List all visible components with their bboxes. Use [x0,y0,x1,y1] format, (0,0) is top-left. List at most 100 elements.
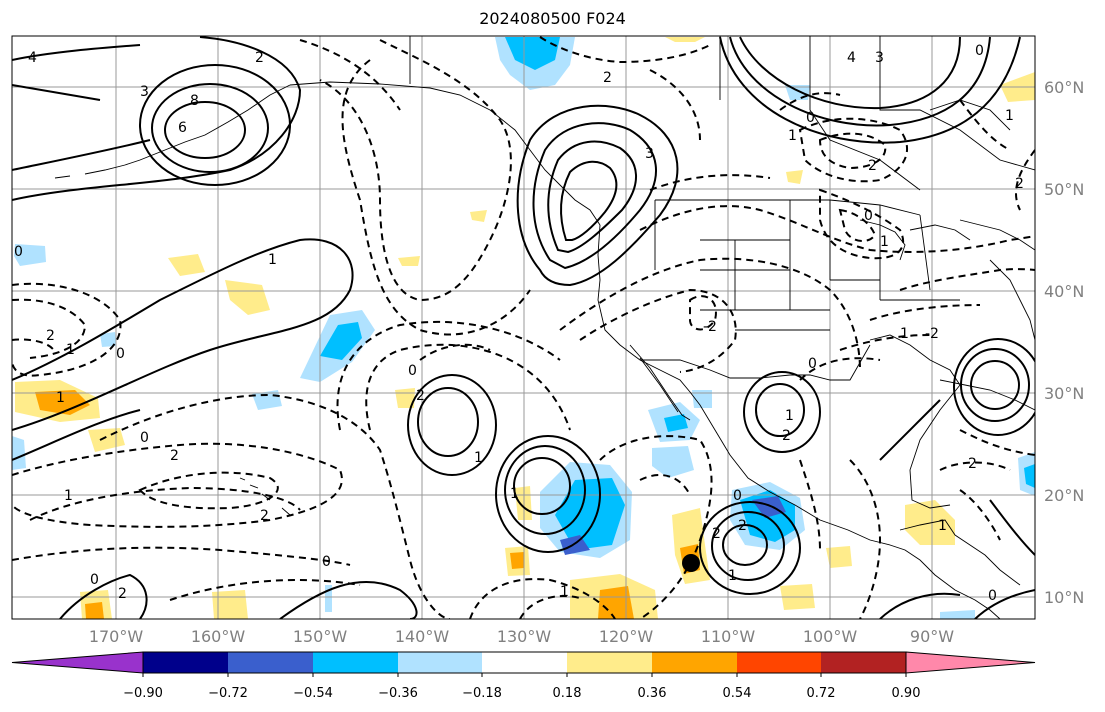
contour-label: 2 [868,158,877,174]
colorbar-arrow-low [11,651,144,674]
contour-label: 1 [1005,108,1014,124]
contour-label: 1 [560,584,569,600]
colorbar-segment [482,652,567,673]
shade-yellow-small1 [786,170,803,184]
contour-label: 1 [880,234,889,250]
lon-label: 160°W [191,627,246,646]
lon-label: 100°W [803,627,858,646]
shade-blue-g [652,446,694,478]
colorbar [11,651,1036,677]
contour-label: 1 [938,518,947,534]
lon-label: 90°W [910,627,954,646]
great-lakes [859,219,971,261]
colorbar-segment [567,652,652,673]
colorbar-tick-label: −0.72 [208,686,248,701]
shade-orange-m [598,586,634,619]
contour-label: 1 [900,326,909,342]
shade-cyan-e [555,478,625,550]
contour-label: 2 [260,508,269,524]
east-coast [959,219,1035,341]
shade-cyan-t [1024,464,1035,488]
latitude-labels: 60°N 50°N 40°N 30°N 20°N 10°N [1044,78,1084,607]
contour-label: 3 [140,84,149,100]
contour-label: -2 [925,326,939,342]
colorbar-segment [228,652,313,673]
contour-label: 0 [975,43,984,59]
contour-label: 2 [712,526,721,542]
colorbar-tick-label: 0.54 [723,686,752,701]
contour-label: 0 [733,488,742,504]
shade-navy-i [752,496,786,518]
colorbar-tick-label: −0.36 [378,686,418,701]
lat-label: 60°N [1044,78,1084,97]
contour-label: 1 [788,128,797,144]
na-west-coast [597,224,1001,619]
colorbar-tick-label: −0.54 [293,686,333,701]
map-title: 2024080500 F024 [479,9,626,28]
contour-label: 0 [14,244,23,260]
contour-label: 2 [118,586,127,602]
shade-blue-e2 [560,535,590,555]
longitude-labels: 170°W 160°W 150°W 140°W 130°W 120°W 110°… [89,627,954,646]
contour-label: 1 [56,390,65,406]
alaska-coast [289,81,601,226]
shade-yellow-b [225,280,270,315]
contour-label: 2 [1015,176,1024,192]
shade-blue-small2 [100,332,116,347]
contour-label: 3 [875,50,884,66]
lat-label: 10°N [1044,588,1084,607]
shade-blue-w3 [12,436,26,470]
contour-label: 1 [728,568,737,584]
colorbar-frame [142,651,907,674]
shade-cyan-mid [320,322,362,360]
colorbar-tick-label: −0.90 [123,686,163,701]
lat-label: 40°N [1044,282,1084,301]
contour-label: 0 [806,110,815,126]
contour-label: 0 [408,363,417,379]
lat-label: 50°N [1044,180,1084,199]
colorbar-arrow-high [905,651,1036,674]
colorbar-segment [821,652,906,673]
shade-blue-west [14,244,46,266]
contour-label: 2 [968,456,977,472]
shade-yellow-n [212,590,248,619]
gulf-coast [869,334,961,509]
contour-label: 2 [46,328,55,344]
shade-orange-l [510,552,524,569]
central-america [899,519,1021,586]
colorbar-segment [313,652,398,673]
canada-interior [719,36,1035,191]
lon-label: 110°W [701,627,756,646]
contour-labels: 4 3 8 6 2 2 3 4 3 1 0 0 2 0 1 0 2 1 0 1 … [14,43,1024,604]
contour-label: 1 [510,486,519,502]
colorbar-tick-label: −0.18 [462,686,502,701]
colorbar-tick-label: 0.18 [553,686,582,701]
contour-label: 4 [28,50,37,66]
contour-label: 1 [64,488,73,504]
aleutians [54,164,126,179]
shade-orange-west [35,390,90,415]
shade-blue-h [692,390,712,408]
us-mexico-border [640,344,871,381]
contour-label: 0 [90,572,99,588]
contour-label: 3 [645,146,654,162]
contour-label: 1 [66,342,75,358]
contour-label: 4 [847,50,856,66]
contour-label: 0 [322,554,331,570]
shade-yellow-s [905,500,955,545]
contour-label: 0 [864,208,873,224]
shade-orange-o [85,602,104,619]
shade-yellow-a [168,254,205,276]
contour-label: 1 [268,252,277,268]
lon-label: 170°W [89,627,144,646]
colorbar-tick-label: 0.72 [807,686,836,701]
shade-cyan-f [664,414,688,432]
us-canada-border [655,199,921,216]
contour-label: 2 [255,50,264,66]
colorbar-segment [737,652,821,673]
lat-label: 20°N [1044,486,1084,505]
hawaii [239,477,291,516]
contour-label: 0 [808,356,817,372]
coastlines [54,36,1035,619]
